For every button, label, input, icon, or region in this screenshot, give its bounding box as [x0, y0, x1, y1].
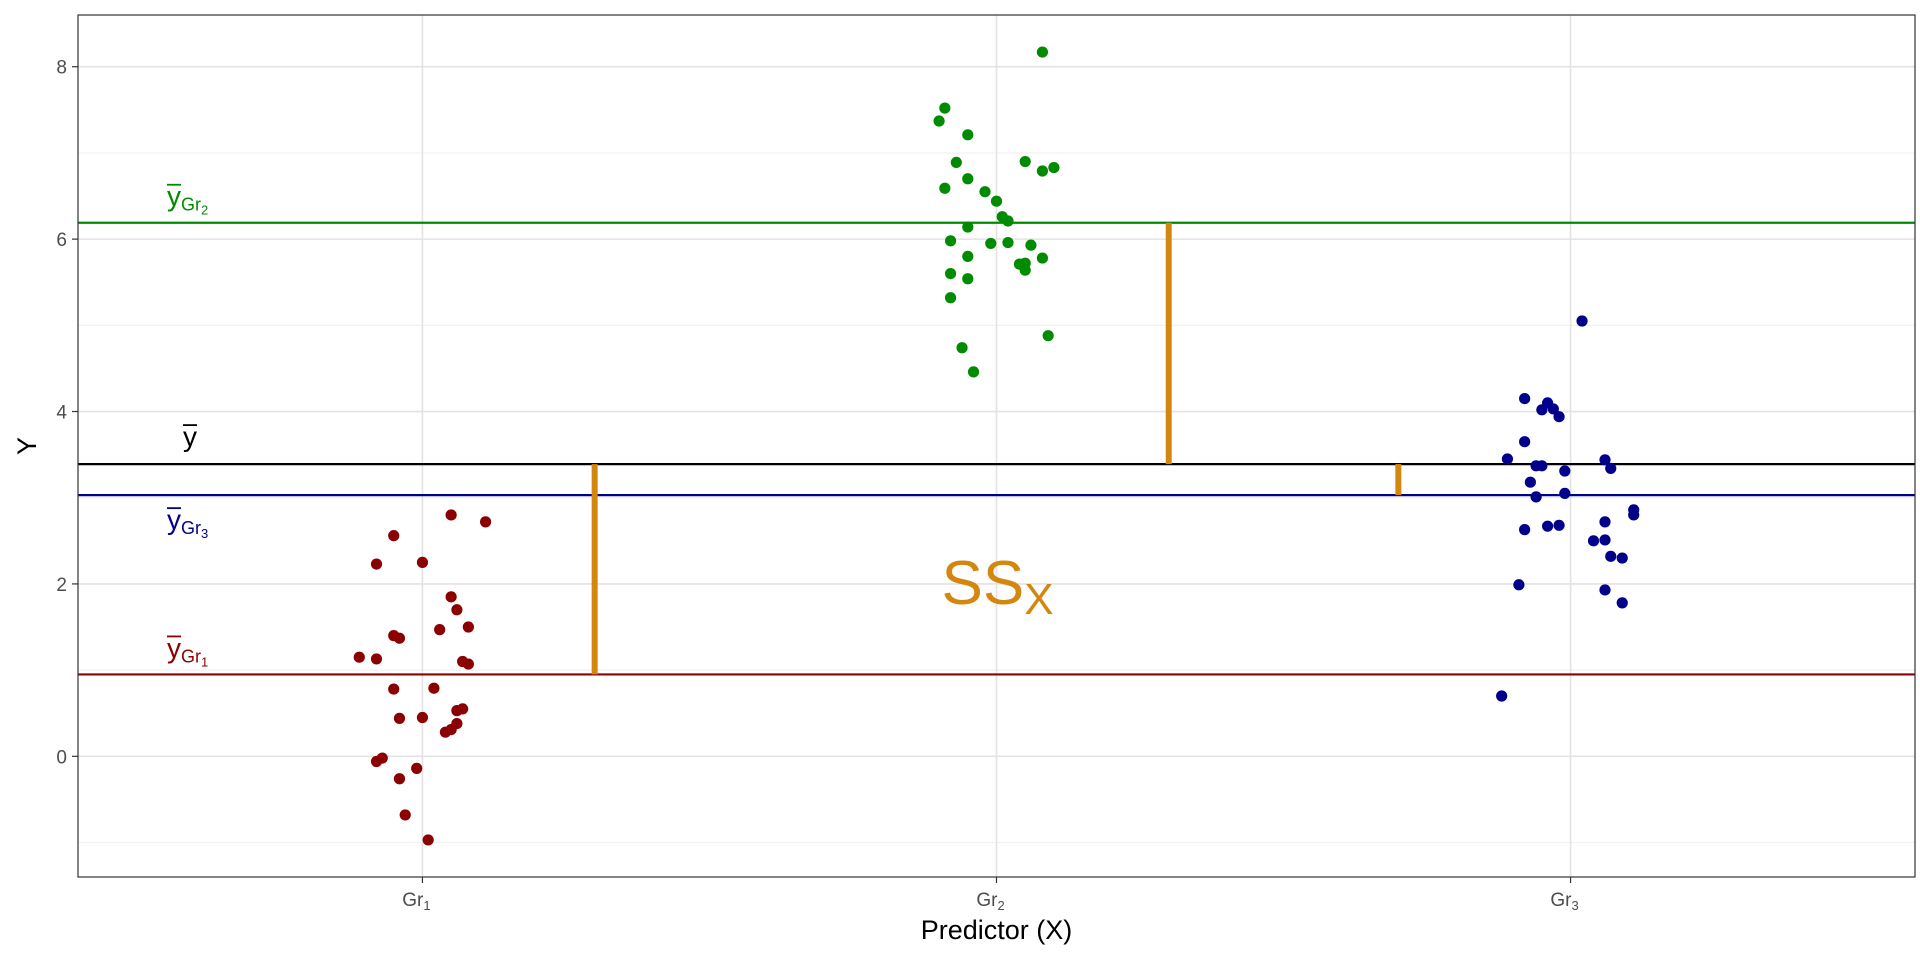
data-point [1042, 330, 1054, 342]
data-point [1036, 165, 1049, 177]
grid-layer [78, 15, 1915, 877]
mean-label-Gr3: yGr3 [167, 504, 208, 541]
data-point [451, 604, 463, 616]
data-point [411, 762, 423, 774]
data-point [1496, 690, 1508, 702]
data-point [1536, 404, 1548, 416]
data-point [393, 712, 406, 724]
data-point [1524, 476, 1536, 488]
data-point [962, 221, 974, 233]
x-axis-title: Predictor (X) [921, 915, 1073, 945]
data-point [416, 711, 429, 724]
data-point [1036, 46, 1049, 58]
y-tick-label: 2 [56, 575, 67, 596]
data-point [1002, 236, 1014, 249]
data-point [1553, 411, 1565, 423]
ss-x-label: SSX [942, 549, 1054, 624]
data-point [451, 717, 463, 730]
data-point [376, 752, 388, 764]
data-point [370, 558, 383, 570]
x-tick-label: Gr2 [976, 890, 1004, 913]
grand-mean-label: y [183, 421, 197, 452]
data-point [1559, 465, 1571, 477]
data-point [1599, 516, 1611, 528]
data-point [393, 632, 406, 644]
data-point [416, 556, 429, 568]
data-point [1559, 487, 1571, 500]
data-point [388, 530, 400, 542]
data-point [1616, 597, 1628, 609]
data-point [1519, 436, 1531, 448]
data-point [1587, 535, 1600, 547]
data-point [944, 292, 957, 304]
data-point [1048, 161, 1060, 174]
data-point [990, 195, 1003, 207]
data-point [445, 509, 457, 521]
data-point [428, 682, 440, 694]
mean-labels: y yGr1 yGr2 yGr3 SSX [167, 181, 1054, 669]
data-point [950, 156, 962, 169]
data-point [962, 250, 974, 262]
data-points [353, 46, 1640, 846]
data-point [962, 273, 974, 285]
data-point [939, 182, 951, 194]
data-point [956, 342, 968, 354]
data-point [1616, 552, 1628, 564]
y-tick-label: 4 [56, 403, 67, 424]
data-point [1036, 252, 1049, 264]
data-point [944, 268, 957, 280]
data-point [1542, 520, 1554, 532]
data-point [939, 102, 951, 114]
y-axis-title: Y [12, 437, 42, 455]
data-point [962, 173, 974, 185]
axes: 0 2 4 6 8 Gr1 Gr2 Gr3 [56, 58, 1578, 913]
data-point [353, 651, 365, 663]
data-point [1547, 403, 1559, 415]
data-point [1002, 215, 1014, 227]
data-point [985, 237, 997, 250]
data-point [479, 516, 492, 528]
data-point [462, 621, 474, 633]
data-point [1599, 534, 1611, 546]
data-point [1519, 392, 1531, 405]
mean-label-Gr2: yGr2 [167, 181, 208, 218]
data-point [399, 809, 411, 821]
data-point [944, 235, 957, 247]
mean-label-Gr1: yGr1 [167, 632, 208, 669]
data-point [1530, 491, 1542, 503]
data-point [962, 129, 974, 141]
data-point [1519, 524, 1531, 536]
data-point [370, 653, 383, 665]
data-point [1605, 462, 1617, 475]
data-point [1599, 454, 1611, 466]
y-tick-label: 8 [56, 58, 67, 79]
data-point [1576, 315, 1588, 327]
data-point [1605, 550, 1617, 562]
data-point [393, 773, 406, 785]
data-point [1536, 460, 1548, 472]
data-point [422, 834, 434, 846]
data-point [445, 591, 457, 603]
y-tick-label: 6 [56, 230, 67, 251]
data-point [933, 115, 945, 127]
y-tick-label: 0 [56, 747, 67, 768]
ss-segments [591, 222, 1402, 675]
x-tick-label: Gr1 [402, 890, 430, 913]
data-point [388, 683, 400, 695]
data-point [434, 624, 446, 636]
data-point [1513, 579, 1525, 591]
data-point [457, 703, 469, 715]
data-point [1025, 239, 1037, 251]
data-point [1553, 519, 1565, 531]
data-point [1501, 453, 1514, 465]
x-tick-label: Gr3 [1550, 890, 1578, 913]
data-point [462, 658, 474, 670]
data-point [967, 366, 980, 378]
data-point [979, 186, 991, 198]
data-point [1019, 264, 1031, 276]
data-point [1019, 155, 1031, 168]
data-point [1628, 509, 1640, 521]
data-point [1599, 584, 1611, 596]
